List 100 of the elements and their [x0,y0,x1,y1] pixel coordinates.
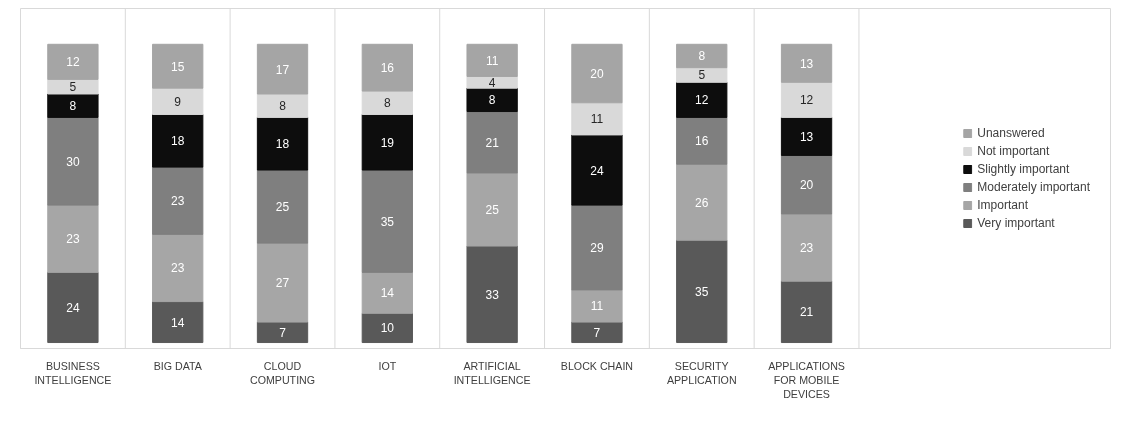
bar [780,116,833,156]
data-label: 13 [799,56,814,71]
bar [47,78,99,95]
x-tick-label: ARTIFICIAL INTELLIGENCE [453,359,531,386]
bar [152,301,204,344]
data-label: 11 [590,112,604,127]
data-label: 17 [275,62,290,77]
data-label: 29 [590,241,604,256]
bar [676,163,728,241]
data-label: 23 [66,232,80,247]
x-tick-label: BLOCK CHAIN [560,359,634,372]
bar [47,116,99,206]
x-tick-label: BIG DATA [153,359,203,372]
data-label: 13 [799,129,814,144]
bar [571,204,623,291]
data-label: 4 [488,75,496,90]
bar [152,87,204,115]
data-label: 20 [590,67,604,82]
bar [47,43,99,80]
bar [361,312,413,344]
bar [152,166,204,235]
data-label: 7 [593,325,601,340]
data-label: 14 [171,315,185,330]
bar [780,213,833,282]
x-tick-label: BUSINESS INTELLIGENCE [34,359,112,386]
data-label: 20 [799,178,814,193]
legend-label: Not important [977,144,1050,158]
bar [152,233,204,303]
bar [256,169,309,244]
bar [152,113,204,168]
bar [256,43,309,95]
bar [571,102,623,136]
data-label: 26 [695,195,709,210]
data-label: 21 [799,305,814,320]
bar [361,90,413,115]
bar [361,113,413,171]
bar [676,116,728,165]
data-label: 8 [383,96,391,111]
data-label: 23 [799,241,814,256]
x-tick-label: CLOUD COMPUTING [249,359,316,386]
bar [47,204,99,273]
data-label: 8 [69,99,77,114]
data-label: 12 [66,55,80,70]
data-label: 14 [380,286,395,301]
data-label: 15 [171,59,185,74]
data-label: 33 [485,287,500,302]
data-label: 11 [485,53,499,68]
data-label: 35 [380,214,395,229]
bar [780,154,833,215]
bar [361,271,413,314]
bar [676,239,728,344]
bar [256,93,309,118]
data-label: 24 [590,163,604,178]
data-label: 25 [485,202,500,217]
bar [571,134,623,206]
bar [466,43,518,77]
data-label: 8 [488,93,496,108]
bar [466,75,518,89]
legend-label: Important [977,198,1028,212]
legend-label: Slightly important [977,162,1070,176]
data-label: 9 [174,94,182,109]
bar [780,81,833,118]
bar [47,271,99,344]
data-label: 8 [279,99,287,114]
data-label: 18 [275,137,290,152]
bar [256,116,309,171]
bar [676,43,728,69]
data-label: 5 [69,80,77,95]
data-label: 5 [698,68,706,83]
data-label: 16 [380,61,395,76]
bar [571,43,623,104]
data-label: 7 [279,325,287,340]
data-label: 35 [695,284,709,299]
data-label: 24 [66,300,80,315]
data-label: 21 [485,135,500,150]
data-label: 18 [171,134,185,149]
x-tick-label: SECURITY APPLICATION [666,359,737,386]
bar [47,93,99,118]
bar [466,111,518,174]
x-tick-label: APPLICATIONS FOR MOBILE DEVICES [768,359,845,401]
bar [676,67,728,83]
bar [571,321,623,344]
data-label: 23 [171,261,185,276]
data-label: 12 [695,93,709,108]
bar [571,289,623,323]
x-tick-label: IOT [378,359,397,372]
bar [256,321,309,344]
bar [466,172,518,247]
bar [780,280,833,344]
bar [256,242,309,323]
legend-label: Unanswered [977,126,1045,140]
bar [676,81,728,118]
bar [466,87,518,113]
data-label: 25 [275,200,290,215]
data-label: 12 [799,93,814,108]
data-label: 19 [380,135,395,150]
bar [361,43,413,92]
data-label: 10 [380,321,395,336]
data-label: 23 [171,194,185,209]
data-label: 16 [695,134,709,149]
